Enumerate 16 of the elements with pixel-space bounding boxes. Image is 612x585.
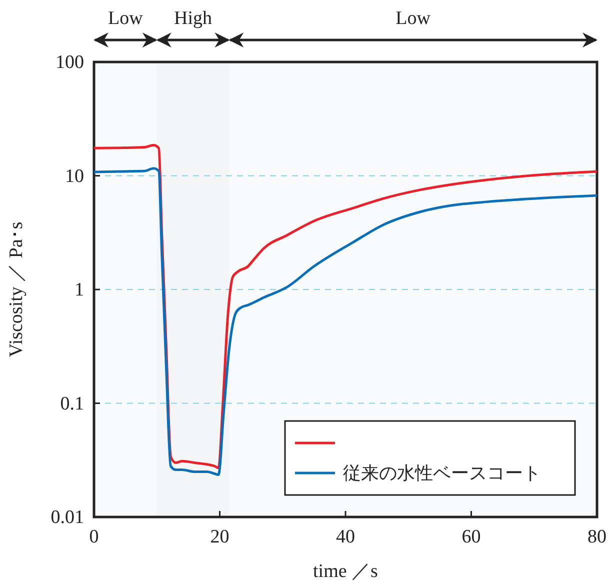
band-label: Low [396,8,431,29]
x-tick-label: 20 [210,526,230,548]
y-tick-label: 100 [56,52,84,74]
legend-label: 従来の水性ベースコート [343,463,541,483]
y-tick-label: 0.01 [50,507,84,528]
x-tick-label: 40 [336,526,355,548]
y-tick-label: 0.1 [60,393,84,414]
x-tick-label: 80 [588,526,606,548]
x-axis-title: time ／s [313,561,378,582]
band-label: High [174,8,213,29]
y-tick-label: 1 [74,280,84,301]
x-tick-label: 0 [89,526,99,548]
band-label: Low [108,8,144,29]
y-tick-label: 10 [65,166,84,187]
y-axis-title: Viscosity ／ Pa･s [6,222,27,358]
x-tick-label: 60 [462,526,481,548]
